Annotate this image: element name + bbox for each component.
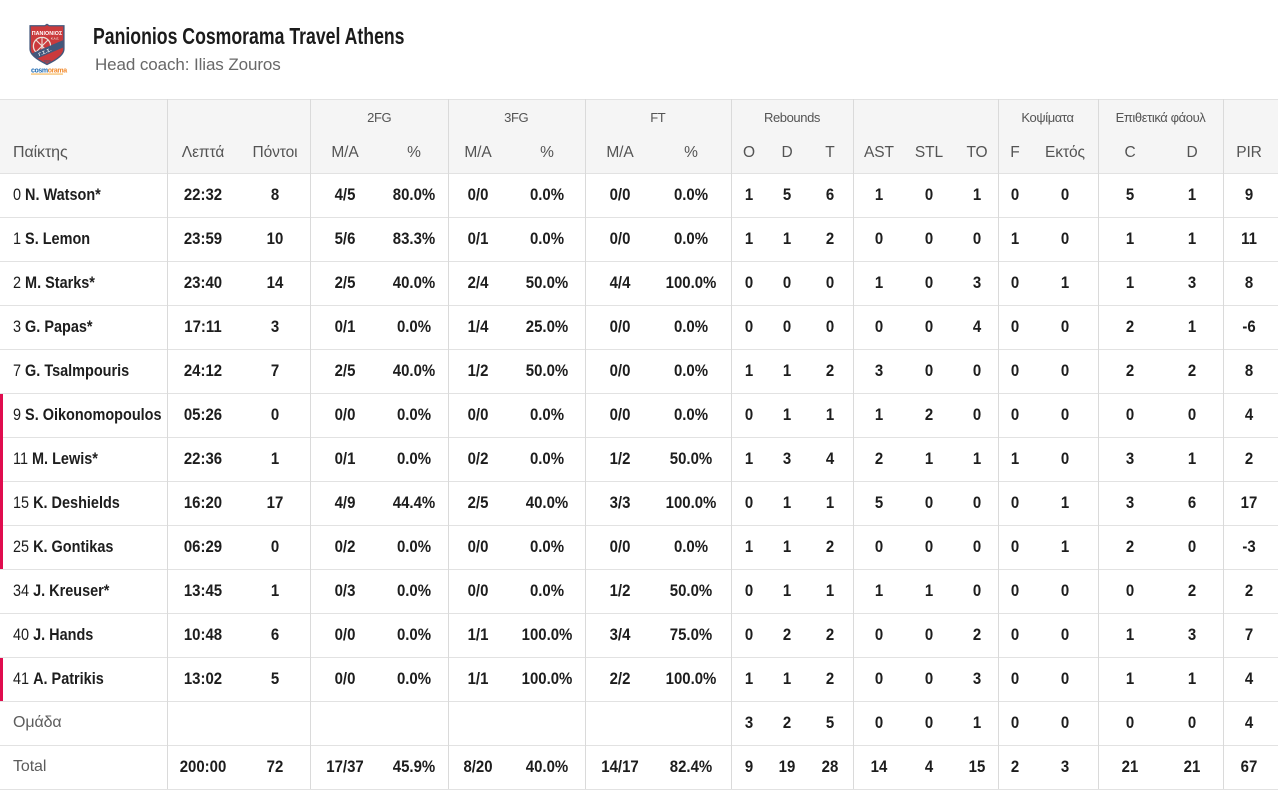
svg-text:Γ.Σ.Σ.: Γ.Σ.Σ. [38, 47, 53, 57]
svg-text:cosmorama: cosmorama [31, 68, 67, 75]
svg-text:1890: 1890 [43, 59, 51, 63]
svg-text:Κ.Α.Ε.: Κ.Α.Ε. [51, 37, 59, 41]
svg-text:ΠΑΝΙΟΝΙΟΣ: ΠΑΝΙΟΝΙΟΣ [32, 31, 63, 37]
